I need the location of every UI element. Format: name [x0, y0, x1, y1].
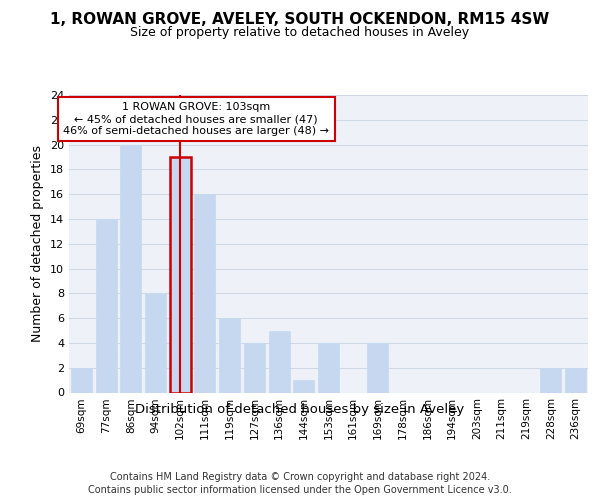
Bar	[318, 343, 339, 392]
Y-axis label: Number of detached properties: Number of detached properties	[31, 145, 44, 342]
Bar	[367, 343, 388, 392]
Bar	[269, 330, 290, 392]
Text: Contains HM Land Registry data © Crown copyright and database right 2024.: Contains HM Land Registry data © Crown c…	[110, 472, 490, 482]
Bar	[541, 368, 562, 392]
Bar	[120, 144, 141, 392]
Text: 1, ROWAN GROVE, AVELEY, SOUTH OCKENDON, RM15 4SW: 1, ROWAN GROVE, AVELEY, SOUTH OCKENDON, …	[50, 12, 550, 28]
Bar	[293, 380, 314, 392]
Text: Contains public sector information licensed under the Open Government Licence v3: Contains public sector information licen…	[88, 485, 512, 495]
Bar	[244, 343, 265, 392]
Bar	[194, 194, 215, 392]
Bar	[71, 368, 92, 392]
Bar	[219, 318, 240, 392]
Bar	[565, 368, 586, 392]
Text: Distribution of detached houses by size in Aveley: Distribution of detached houses by size …	[136, 402, 464, 415]
Text: Size of property relative to detached houses in Aveley: Size of property relative to detached ho…	[130, 26, 470, 39]
Text: 1 ROWAN GROVE: 103sqm
← 45% of detached houses are smaller (47)
46% of semi-deta: 1 ROWAN GROVE: 103sqm ← 45% of detached …	[63, 102, 329, 136]
Bar	[145, 294, 166, 392]
Bar	[170, 157, 191, 392]
Bar	[95, 219, 116, 392]
